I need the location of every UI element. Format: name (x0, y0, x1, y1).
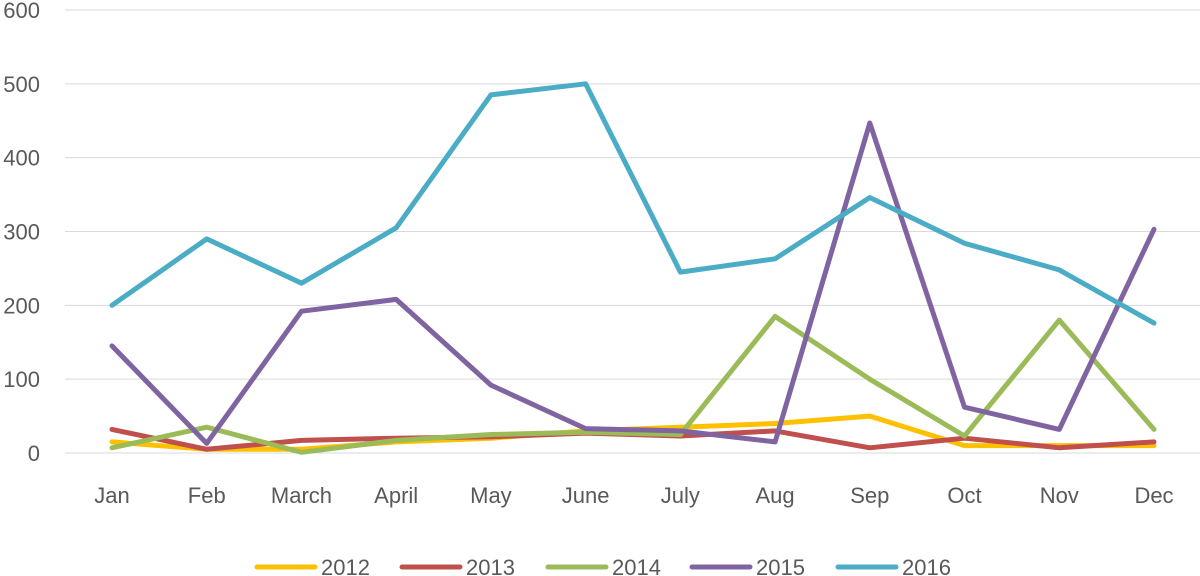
legend-label: 2013 (466, 555, 515, 576)
legend-item-2014: 2014 (545, 555, 661, 576)
y-tick-label: 200 (3, 293, 40, 318)
y-tick-label: 100 (3, 367, 40, 392)
x-tick-label: Dec (1134, 483, 1173, 508)
series-line-2014 (109, 313, 1157, 455)
y-tick-label: 0 (28, 441, 40, 466)
series-lines (109, 81, 1157, 455)
legend-label: 2014 (612, 555, 661, 576)
x-tick-label: June (562, 483, 610, 508)
x-tick-label: July (661, 483, 700, 508)
x-tick-label: Oct (947, 483, 981, 508)
x-tick-label: Sep (850, 483, 889, 508)
legend-label: 2016 (902, 555, 951, 576)
legend-item-2015: 2015 (689, 555, 805, 576)
x-tick-label: Aug (756, 483, 795, 508)
x-tick-label: March (271, 483, 332, 508)
x-tick-label: May (470, 483, 512, 508)
y-tick-label: 400 (3, 146, 40, 171)
legend-label: 2012 (321, 555, 370, 576)
x-tick-label: Nov (1040, 483, 1079, 508)
series-line-2016 (109, 81, 1157, 326)
x-tick-label: Jan (94, 483, 129, 508)
x-tick-label: Feb (188, 483, 226, 508)
y-tick-label: 300 (3, 220, 40, 245)
x-axis-ticks: Jan Feb March April May June July Aug Sep Oct Nov D… (94, 483, 1173, 508)
y-tick-label: 500 (3, 72, 40, 97)
gridlines (65, 9, 1200, 454)
legend-item-2012: 2012 (254, 555, 370, 576)
legend-item-2016: 2016 (835, 555, 951, 576)
legend: 2012 2013 2014 2015 2016 (254, 555, 951, 576)
legend-label: 2015 (756, 555, 805, 576)
y-tick-label: 600 (3, 0, 40, 23)
x-tick-label: April (374, 483, 418, 508)
legend-item-2013: 2013 (399, 555, 515, 576)
series-line-2015 (109, 120, 1157, 446)
y-axis-ticks: 0 100 200 300 400 500 600 (3, 0, 40, 466)
